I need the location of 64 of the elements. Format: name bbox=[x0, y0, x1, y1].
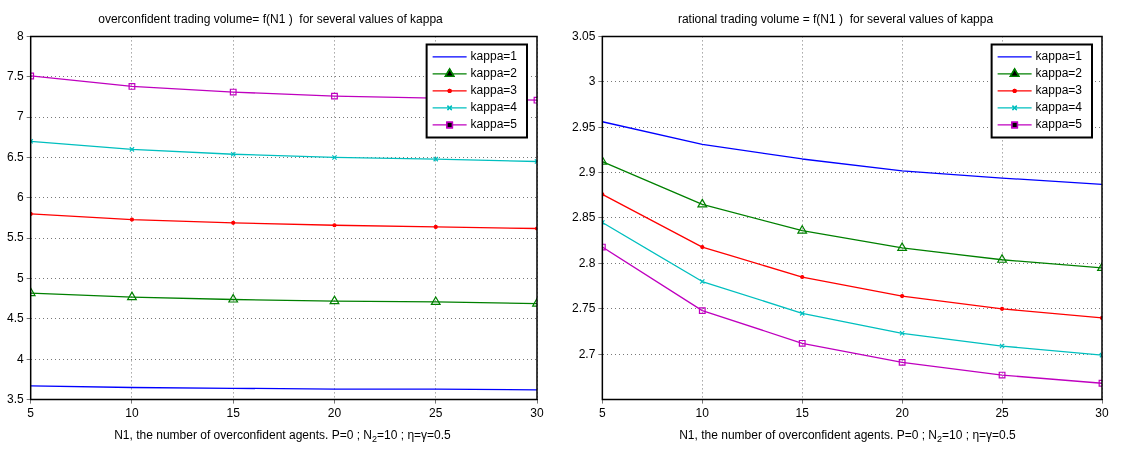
x-tick-label: 20 bbox=[327, 406, 342, 421]
point bbox=[430, 296, 441, 306]
x-tick-label: 30 bbox=[530, 406, 544, 421]
y-tick-label: 2.95 bbox=[572, 119, 596, 134]
y-tick-label: 3.05 bbox=[572, 28, 596, 43]
y-tick-label: 4.5 bbox=[6, 311, 24, 326]
y-tick-label: 6 bbox=[16, 190, 24, 205]
legend-label: kappa=3 bbox=[470, 83, 518, 98]
x-tick-label: 10 bbox=[125, 406, 139, 421]
y-tick-label: 4 bbox=[16, 351, 24, 366]
y-tick-label: 2.75 bbox=[572, 301, 596, 316]
chart-title: overconfident trading volume= f(N1 ) for several values of kappa bbox=[98, 11, 444, 26]
point bbox=[799, 310, 805, 317]
legend-label: kappa=5 bbox=[1035, 117, 1083, 132]
y-tick-label: 6.5 bbox=[6, 149, 24, 164]
legend-label: kappa=4 bbox=[470, 100, 518, 115]
point bbox=[433, 156, 439, 162]
point bbox=[329, 295, 340, 305]
legend-label: kappa=2 bbox=[470, 66, 518, 81]
point bbox=[898, 358, 906, 366]
y-tick-label: 3.5 bbox=[6, 391, 24, 406]
y-tick-label: 2.9 bbox=[578, 164, 596, 179]
x-tick-label: 5 bbox=[599, 406, 607, 421]
x-tick-label: 15 bbox=[795, 406, 810, 421]
y-tick-label: 5.5 bbox=[6, 230, 24, 245]
point bbox=[331, 92, 338, 100]
legend-label: kappa=1 bbox=[470, 49, 518, 64]
y-tick-label: 7 bbox=[16, 109, 24, 124]
y-tick-label: 5 bbox=[16, 270, 24, 285]
legend-label: kappa=1 bbox=[1035, 49, 1083, 64]
y-tick-label: 2.7 bbox=[578, 346, 596, 361]
point bbox=[228, 293, 239, 303]
x-tick-label: 30 bbox=[1095, 406, 1109, 421]
y-tick-label: 8 bbox=[16, 28, 24, 43]
legend-label: kappa=3 bbox=[1035, 83, 1083, 98]
chart-title: rational trading volume = f(N1 ) for several values of kappa bbox=[677, 11, 994, 26]
x-tick-label: 20 bbox=[895, 406, 910, 421]
legend-label: kappa=5 bbox=[470, 117, 518, 132]
x-tick-label: 25 bbox=[995, 406, 1010, 421]
point bbox=[128, 83, 136, 90]
x-tick-label: 15 bbox=[226, 406, 241, 421]
point bbox=[997, 254, 1007, 263]
y-tick-label: 2.8 bbox=[578, 255, 596, 270]
point bbox=[127, 291, 137, 301]
point bbox=[129, 146, 135, 153]
point bbox=[697, 198, 708, 208]
point bbox=[699, 278, 706, 285]
legend-label: kappa=4 bbox=[1035, 100, 1083, 115]
point bbox=[899, 330, 905, 337]
y-tick-label: 7.5 bbox=[6, 69, 24, 84]
x-tick-label: 5 bbox=[27, 406, 35, 421]
point bbox=[998, 371, 1006, 379]
point bbox=[229, 88, 237, 96]
y-tick-label: 3 bbox=[588, 74, 596, 89]
legend-label: kappa=2 bbox=[1035, 66, 1083, 81]
point bbox=[798, 339, 806, 347]
x-tick-label: 25 bbox=[429, 406, 443, 421]
x-tick-label: 10 bbox=[695, 406, 710, 421]
point bbox=[797, 225, 808, 234]
x-axis-title: N1, the number of overconfident agents. P=0 ; N$_{2}$=10 ; η=γ=0.5 bbox=[113, 428, 452, 445]
y-tick-label: 2.85 bbox=[572, 210, 596, 225]
x-axis-title: N1, the number of overconfident agents. P=0 ; N$_{2}$=10 ; η=γ=0.5 bbox=[678, 428, 1017, 445]
point bbox=[897, 242, 908, 252]
point bbox=[698, 307, 706, 315]
